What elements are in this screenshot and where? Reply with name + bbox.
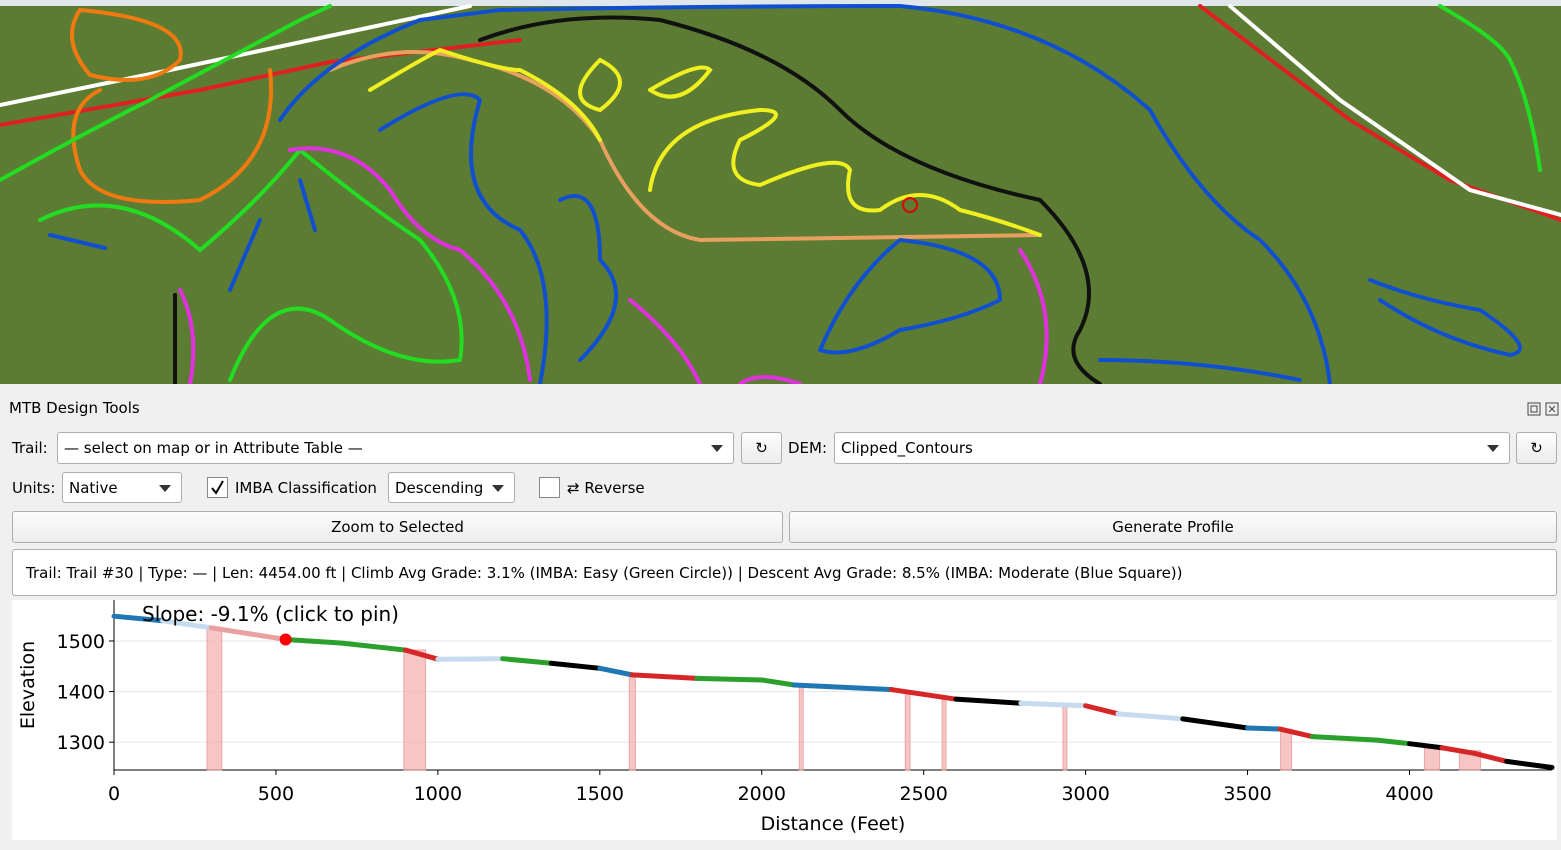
profile-segment [1018, 700, 1089, 709]
zoom-button-text: Zoom to Selected [331, 518, 464, 536]
dem-combo[interactable]: Clipped_Contours [834, 432, 1510, 464]
imba-checkbox[interactable] [207, 477, 228, 498]
trail-combo-text: — select on map or in Attribute Table — [64, 439, 363, 457]
profile-segment [1245, 725, 1283, 732]
profile-segment [888, 687, 959, 702]
profile-segment [694, 675, 765, 683]
dem-combo-text: Clipped_Contours [841, 439, 973, 457]
units-combo[interactable]: Native [62, 472, 182, 503]
x-tick-label: 3500 [1223, 783, 1271, 805]
steep-section [941, 696, 947, 771]
profile-segment [1504, 758, 1555, 770]
info-box: Trail: Trail #30 | Type: — | Len: 4454.0… [12, 549, 1557, 596]
profile-segment [111, 613, 166, 624]
profile-segment [435, 656, 506, 662]
profile-segment [283, 636, 344, 646]
x-tick-label: 2500 [900, 783, 948, 805]
profile-segment [791, 682, 894, 693]
steep-section [1280, 728, 1293, 771]
y-axis-label: Elevation [17, 641, 39, 729]
x-axis-label: Distance (Feet) [761, 813, 906, 835]
profile-segment [1439, 745, 1477, 756]
y-tick-label: 1400 [57, 682, 105, 704]
dem-refresh-button[interactable]: ↻ [1516, 432, 1557, 464]
x-tick-label: 1000 [414, 783, 462, 805]
profile-segment [1374, 737, 1412, 747]
hover-marker [279, 633, 292, 646]
profile-segment [548, 660, 603, 671]
steep-section [628, 673, 636, 771]
steep-section [904, 691, 911, 771]
panel-window-buttons[interactable] [1526, 401, 1560, 417]
trail-label: Trail: [12, 439, 48, 457]
x-tick-label: 1500 [576, 783, 624, 805]
y-tick-label: 1500 [57, 631, 105, 653]
profile-segment [953, 696, 1024, 706]
x-tick-label: 0 [108, 783, 120, 805]
profile-segment [1309, 734, 1380, 743]
x-tick-label: 500 [258, 783, 294, 805]
info-text: Trail: Trail #30 | Type: — | Len: 4454.0… [26, 563, 1183, 582]
profile-segment [208, 625, 289, 642]
profile-segment [629, 672, 700, 681]
generate-button-text: Generate Profile [1112, 518, 1234, 536]
slope-annotation: Slope: -9.1% (click to pin) [142, 602, 399, 626]
units-combo-text: Native [69, 478, 118, 497]
profile-segment [597, 665, 635, 678]
x-tick-label: 3000 [1061, 783, 1109, 805]
imba-checkbox-label: IMBA Classification [235, 479, 377, 497]
profile-segment [500, 656, 554, 666]
profile-segment [1115, 711, 1186, 722]
map-canvas[interactable] [0, 0, 1561, 384]
dem-label: DEM: [788, 439, 828, 457]
zoom-button[interactable]: Zoom to Selected [12, 511, 783, 543]
units-label: Units: [12, 479, 56, 497]
steep-section [403, 649, 427, 771]
steep-section [1062, 704, 1068, 771]
y-tick-label: 1300 [57, 732, 105, 754]
profile-segment [1180, 716, 1251, 731]
profile-segment [1406, 741, 1445, 751]
profile-chart[interactable]: 1300 1400 1500 0 500 1000 1500 2000 2500 3000 3500… [12, 600, 1557, 840]
profile-segment [759, 677, 797, 688]
order-combo[interactable]: Descending [388, 472, 515, 503]
profile-segment [338, 640, 408, 653]
trail-combo[interactable]: — select on map or in Attribute Table — [57, 432, 734, 464]
x-tick-label: 2000 [738, 783, 786, 805]
profile-segment [402, 647, 441, 662]
reverse-checkbox-label: ⇄ Reverse [567, 479, 645, 497]
profile-segment [1471, 750, 1510, 764]
steep-section [206, 626, 223, 771]
reverse-checkbox[interactable] [539, 477, 560, 498]
steep-section [798, 684, 804, 771]
x-tick-label: 4000 [1385, 783, 1433, 805]
trail-refresh-button[interactable]: ↻ [741, 432, 782, 464]
profile-segment [1277, 726, 1315, 740]
profile-segment [160, 618, 214, 631]
profile-segment [1083, 703, 1121, 717]
panel-title: MTB Design Tools [9, 399, 140, 417]
generate-button[interactable]: Generate Profile [789, 511, 1557, 543]
order-combo-text: Descending [395, 478, 484, 497]
